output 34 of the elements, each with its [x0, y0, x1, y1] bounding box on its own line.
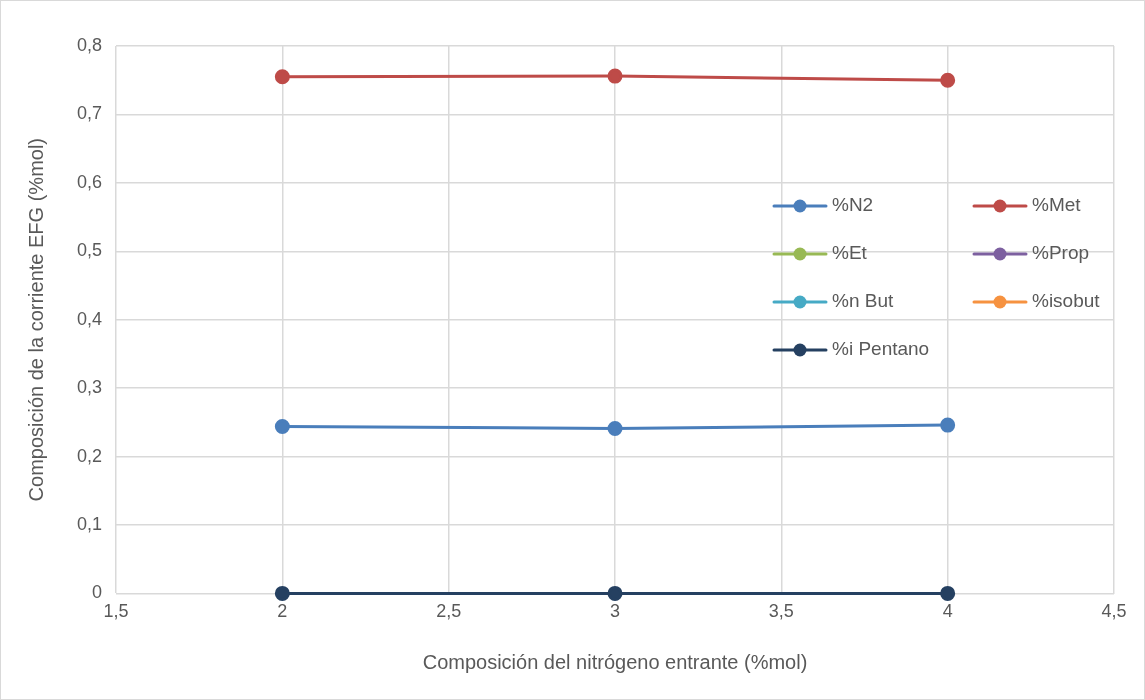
x-tick-label: 2 [277, 601, 288, 622]
legend-label: %N2 [832, 194, 874, 216]
legend-label: %i Pentano [832, 338, 930, 360]
y-tick-label: 0,8 [76, 34, 103, 55]
x-tick-label: 4,5 [1101, 601, 1127, 622]
x-tick-label: 3,5 [768, 601, 794, 622]
legend-label: %Prop [1032, 242, 1090, 264]
point [274, 69, 290, 85]
x-tick-label: 3 [610, 601, 621, 622]
x-tick-label: 4 [942, 601, 953, 622]
point [940, 585, 956, 601]
y-tick-label: 0,2 [76, 445, 103, 466]
point [607, 421, 623, 436]
y-tick-label: 0 [92, 582, 103, 603]
y-tick-label: 0,6 [76, 171, 103, 192]
point [607, 585, 623, 601]
legend-label: %n But [832, 290, 894, 312]
point [607, 68, 623, 84]
y-tick-label: 0,3 [76, 377, 103, 398]
x-tick-label: 1,5 [103, 601, 129, 622]
legend-label: %isobut [1032, 290, 1101, 312]
point [940, 417, 956, 433]
point [274, 418, 290, 434]
y-tick-label: 0,1 [76, 513, 103, 534]
y-tick-label: 0,7 [76, 103, 103, 124]
legend-label: %Et [832, 242, 868, 264]
legend-label: %Met [1032, 194, 1082, 216]
y-axis-title: Composición de la corriente EFG (%mol) [24, 137, 47, 502]
point [274, 585, 290, 601]
point [940, 72, 956, 88]
y-tick-label: 0,4 [76, 308, 103, 329]
x-tick-label: 2,5 [436, 601, 462, 622]
x-axis-title: Composición del nitrógeno entrante (%mol) [422, 650, 808, 673]
y-tick-label: 0,5 [76, 240, 103, 261]
